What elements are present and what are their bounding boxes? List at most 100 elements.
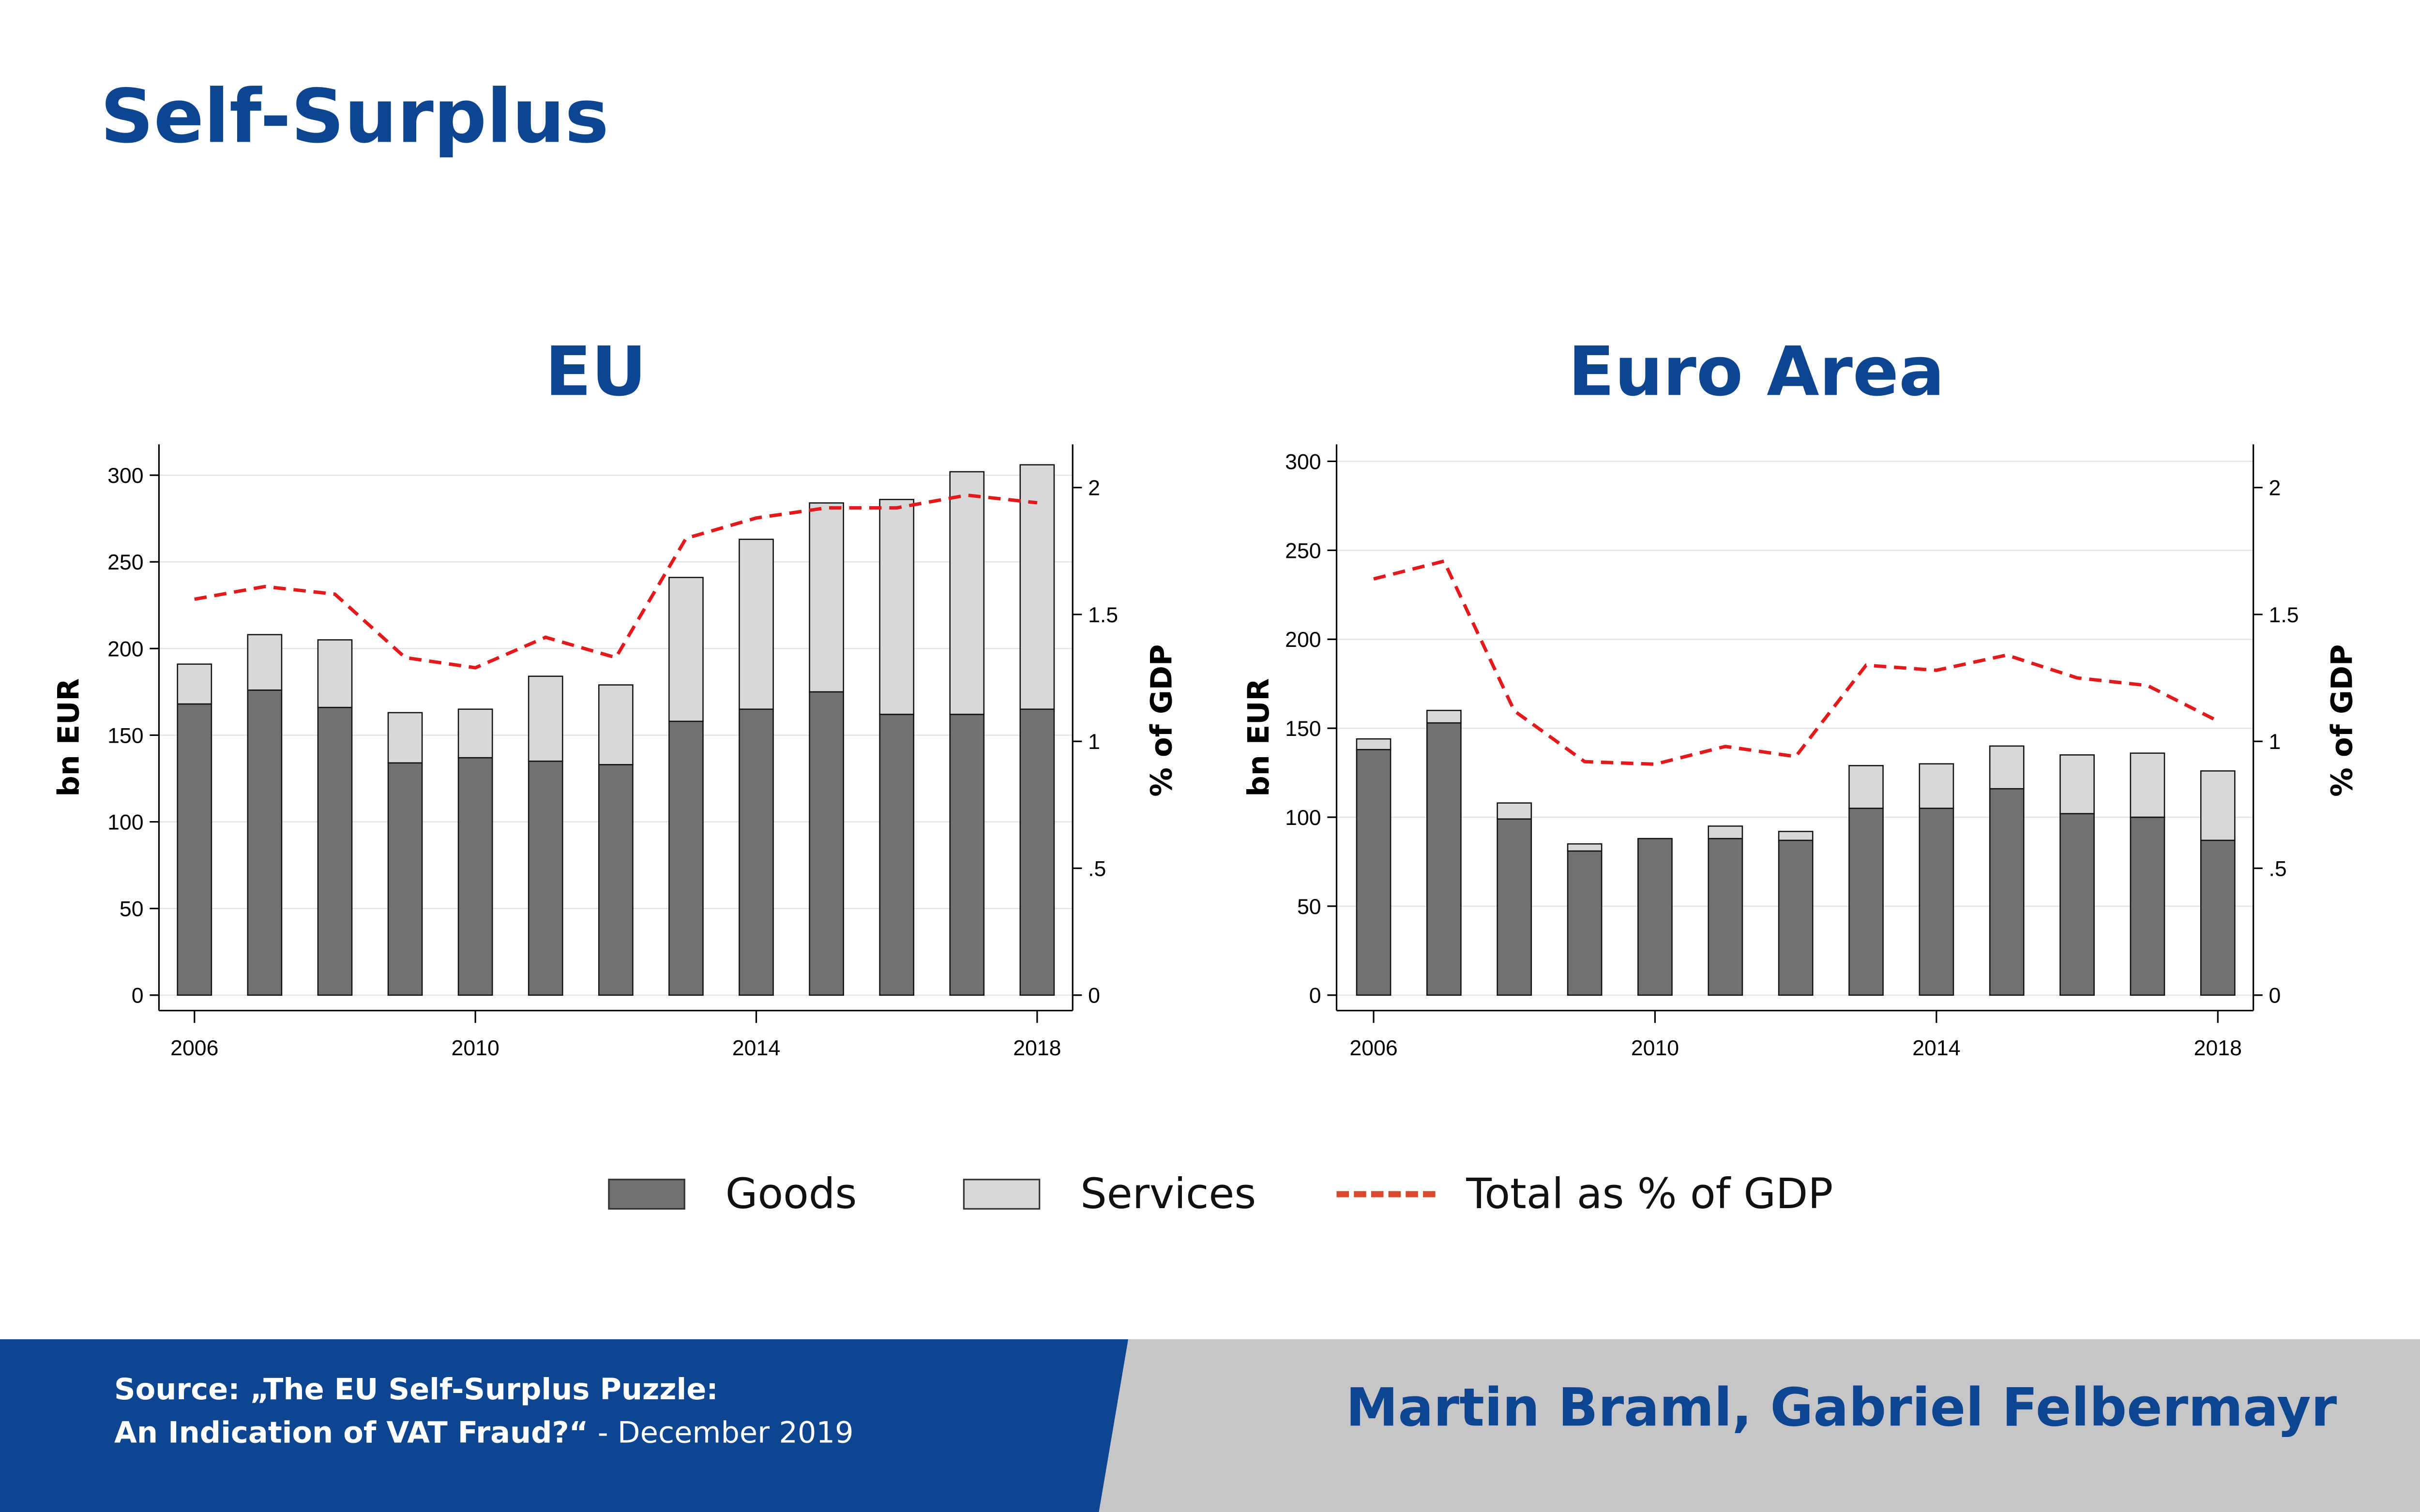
legend-goods-label: Goods bbox=[725, 1170, 857, 1218]
y-tick-label: 0 bbox=[132, 984, 144, 1008]
bar-services-2018 bbox=[2200, 770, 2236, 841]
chart-title-eu: EU bbox=[544, 333, 647, 412]
bar-goods-2011 bbox=[528, 760, 563, 996]
bar-services-2013 bbox=[1848, 765, 1884, 809]
total-line-swatch bbox=[1336, 1191, 1436, 1198]
bar-services-2008 bbox=[1497, 802, 1532, 820]
legend-services: Services bbox=[963, 1167, 1256, 1222]
bar-services-2011 bbox=[1708, 825, 1743, 839]
bar-services-2008 bbox=[317, 639, 353, 708]
y-axis-label: bn EUR bbox=[1242, 678, 1276, 797]
y-tick-label: 300 bbox=[1285, 450, 1321, 474]
y-tick-label: 250 bbox=[107, 551, 143, 574]
bar-services-2018 bbox=[1019, 464, 1055, 710]
legend-total-label: Total as % of GDP bbox=[1466, 1170, 1833, 1218]
bar-services-2015 bbox=[809, 502, 844, 693]
bar-services-2006 bbox=[177, 663, 212, 705]
x-tick-label: 2014 bbox=[732, 1036, 780, 1060]
line-total-pct-gdp bbox=[1373, 559, 2219, 766]
y2-tick-label: 2 bbox=[2269, 477, 2281, 500]
bar-goods-2016 bbox=[879, 714, 915, 996]
x-tick-label: 2006 bbox=[170, 1036, 218, 1060]
source-title: An Indication of VAT Fraud?“ bbox=[114, 1416, 589, 1451]
bar-services-2016 bbox=[2059, 754, 2095, 814]
bar-services-2012 bbox=[1778, 831, 1814, 841]
y2-tick-label: 2 bbox=[1088, 477, 1100, 500]
footer-blue-panel bbox=[0, 1339, 1129, 1512]
source-date: - December 2019 bbox=[588, 1416, 854, 1451]
bar-goods-2008 bbox=[317, 706, 353, 996]
x-tick-label: 2010 bbox=[1631, 1036, 1679, 1060]
x-tick-label: 2006 bbox=[1349, 1036, 1397, 1060]
y2-tick-label: 0 bbox=[2269, 984, 2281, 1008]
bar-services-2007 bbox=[1426, 710, 1462, 724]
y-tick-label: 150 bbox=[1285, 717, 1321, 741]
bar-services-2015 bbox=[1989, 745, 2025, 790]
y2-tick-label: 1 bbox=[1088, 730, 1100, 754]
bar-services-2009 bbox=[387, 712, 423, 764]
bar-services-2010 bbox=[457, 708, 493, 759]
y-tick-label: 50 bbox=[120, 898, 144, 921]
bar-goods-2012 bbox=[598, 764, 634, 996]
x-tick-label: 2018 bbox=[2194, 1036, 2242, 1060]
source-citation: Source: „The EU Self-Surplus Puzzle: An … bbox=[114, 1368, 854, 1455]
goods-swatch bbox=[608, 1179, 685, 1210]
y-axis-label: bn EUR bbox=[52, 678, 86, 797]
bar-goods-2017 bbox=[949, 714, 985, 996]
bar-services-2007 bbox=[247, 634, 283, 691]
y2-axis-label: % of GDP bbox=[1145, 644, 1179, 797]
bar-goods-2008 bbox=[1497, 818, 1532, 996]
services-swatch bbox=[963, 1179, 1041, 1210]
y-tick-label: 200 bbox=[1285, 628, 1321, 652]
x-tick-label: 2010 bbox=[452, 1036, 499, 1060]
bar-services-2014 bbox=[739, 539, 774, 710]
y2-tick-label: .5 bbox=[1088, 857, 1106, 881]
source-line1: Source: „The EU Self-Surplus Puzzle: bbox=[114, 1373, 718, 1407]
chart-title-euro-area: Euro Area bbox=[1568, 333, 1945, 412]
x-tick-label: 2018 bbox=[1013, 1036, 1061, 1060]
bar-goods-2010 bbox=[1637, 838, 1673, 996]
bar-goods-2010 bbox=[457, 757, 493, 996]
authors: Martin Braml, Gabriel Felbermayr bbox=[1346, 1377, 2337, 1440]
bar-goods-2014 bbox=[739, 708, 774, 996]
bar-goods-2016 bbox=[2059, 813, 2095, 996]
y-tick-label: 250 bbox=[1285, 539, 1321, 563]
y2-tick-label: .5 bbox=[2269, 857, 2287, 881]
y2-tick-label: 1.5 bbox=[2269, 603, 2299, 627]
legend: Goods Services Total as % of GDP bbox=[0, 1167, 2420, 1228]
bar-goods-2014 bbox=[1919, 808, 1954, 996]
y-tick-label: 50 bbox=[1297, 895, 1321, 919]
bar-goods-2018 bbox=[1019, 708, 1055, 996]
bar-services-2009 bbox=[1567, 843, 1603, 852]
bar-goods-2009 bbox=[1567, 850, 1603, 996]
y-tick-label: 300 bbox=[107, 464, 143, 488]
legend-goods: Goods bbox=[608, 1167, 857, 1222]
bar-services-2016 bbox=[879, 499, 915, 715]
bar-goods-2007 bbox=[1426, 722, 1462, 996]
bar-services-2014 bbox=[1919, 763, 1954, 809]
y-tick-label: 200 bbox=[107, 637, 143, 661]
bar-services-2012 bbox=[598, 684, 634, 765]
bar-services-2017 bbox=[949, 471, 985, 715]
page-title: Self-Surplus bbox=[100, 74, 609, 161]
bar-services-2011 bbox=[528, 675, 563, 762]
footer bbox=[0, 1339, 2420, 1512]
y2-tick-label: 1.5 bbox=[1088, 603, 1118, 627]
bar-goods-2013 bbox=[668, 720, 704, 996]
y-tick-label: 100 bbox=[1285, 806, 1321, 830]
y2-axis-label: % of GDP bbox=[2326, 644, 2360, 797]
y-tick-label: 150 bbox=[107, 724, 143, 748]
bar-goods-2007 bbox=[247, 689, 283, 996]
bar-goods-2006 bbox=[177, 703, 212, 996]
bar-goods-2015 bbox=[1989, 788, 2025, 996]
x-tick-label: 2014 bbox=[1912, 1036, 1960, 1060]
bar-goods-2015 bbox=[809, 691, 844, 996]
bar-goods-2011 bbox=[1708, 838, 1743, 996]
bar-services-2006 bbox=[1356, 738, 1392, 750]
bar-goods-2013 bbox=[1848, 808, 1884, 996]
bar-goods-2018 bbox=[2200, 839, 2236, 996]
bar-services-2013 bbox=[668, 577, 704, 722]
bar-goods-2012 bbox=[1778, 839, 1814, 996]
